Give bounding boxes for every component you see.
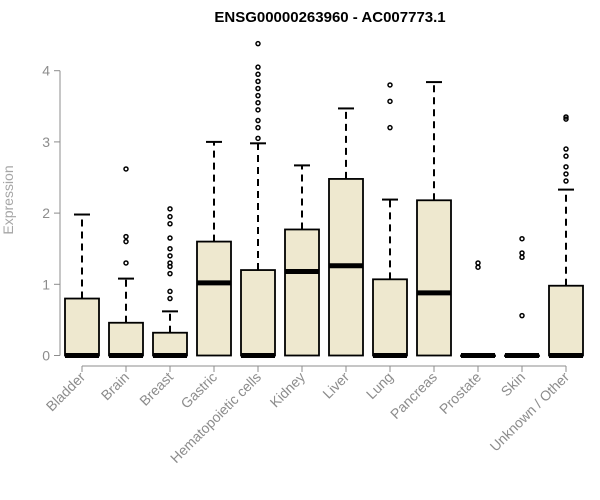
y-tick-label: 3 [42,134,50,150]
outlier-point [255,92,261,99]
outlier-point [387,82,393,88]
outlier-point [167,270,173,277]
box-body [64,297,100,357]
box-body [152,331,188,357]
outlier-point [255,117,261,124]
outlier-point [123,260,129,266]
x-tick-label: Bladder [43,369,89,415]
outlier-point [563,171,569,177]
outlier-point [255,135,261,142]
box-11 [548,114,584,358]
y-tick-label: 1 [42,276,50,292]
outlier-point [167,260,173,266]
box-body [372,278,408,357]
outlier-point [123,238,129,245]
outlier-point [167,221,173,227]
y-axis: 0 1 2 3 4 [42,63,61,364]
outlier-point [563,153,569,159]
outlier-point [167,295,173,302]
box-4 [240,40,276,358]
outlier-point [255,64,261,70]
outlier-point [255,99,261,106]
outlier-point [255,85,261,92]
outlier-point [519,312,525,319]
y-tick-label: 2 [42,205,50,221]
outlier-point [167,245,173,252]
box-5 [284,164,320,357]
outlier-point [123,166,129,172]
box-0 [64,213,100,358]
x-tick-label: Liver [319,369,352,402]
x-tick-label: Kidney [267,369,309,411]
x-tick-label: Gastric [177,369,220,412]
box-1 [108,166,144,358]
box-body [240,269,276,357]
outlier-point [255,40,261,47]
outlier-point [563,116,569,122]
box-10 [504,235,540,358]
y-tick-label: 0 [42,348,50,364]
outlier-point [387,124,393,131]
outlier-point [167,206,173,212]
outlier-point [519,254,525,260]
outlier-point [167,288,173,295]
box-body [548,284,584,357]
x-tick-label: Skin [498,369,529,400]
outlier-point [255,124,261,131]
outlier-point [167,235,173,241]
box-body [284,228,320,357]
y-tick-label: 4 [42,63,50,79]
x-tick-label: Brain [98,369,132,403]
outlier-point [475,260,481,266]
outlier-point [123,233,129,240]
chart-title: ENSG00000263960 - AC007773.1 [214,9,445,26]
x-tick-label: Prostate [436,369,484,417]
outlier-point [255,107,261,113]
outlier-point [167,213,173,220]
outlier-point [563,146,569,152]
outlier-point [519,250,525,256]
outlier-point [563,178,569,184]
outlier-point [519,235,525,242]
box-body [108,321,144,357]
box-7 [372,82,408,358]
box-8 [416,81,452,357]
box-3 [196,140,232,357]
outlier-point [563,164,569,170]
x-tick-label: Breast [136,369,176,409]
box-2 [152,206,188,358]
y-axis-label: Expression [0,165,16,234]
x-tick-label: Lung [363,369,396,402]
outlier-point [167,253,173,259]
outlier-point [563,114,569,120]
outlier-point [387,98,393,105]
box-6 [328,107,364,357]
x-tick-label: Pancreas [387,369,440,422]
box-9 [460,260,496,358]
outlier-point [255,71,261,78]
box-body [196,240,232,357]
box-series [64,40,584,358]
outlier-point [475,264,481,270]
x-tick-label: Unknown / Other [487,369,573,455]
box-body [416,199,452,357]
outlier-point [255,78,261,85]
